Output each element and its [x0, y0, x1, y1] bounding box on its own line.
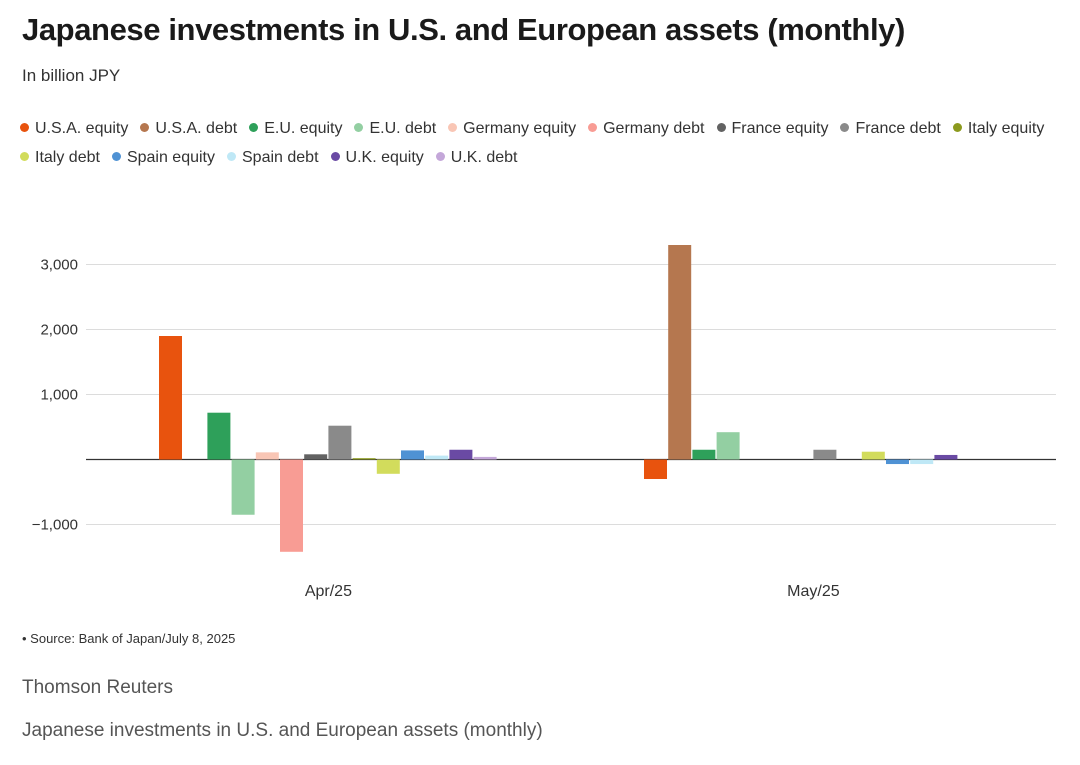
- bar-chart: −1,000 1,000 2,000 3,000 Apr/25 May/25: [32, 245, 1056, 600]
- legend-label: U.K. debt: [450, 149, 518, 166]
- legend-item: France equity: [716, 114, 829, 143]
- legend-swatch: [448, 123, 458, 132]
- legend-swatch: [140, 123, 150, 132]
- legend-item: Spain equity: [111, 143, 215, 172]
- legend-swatch: [111, 152, 121, 161]
- bar: [910, 459, 934, 465]
- bar: [352, 458, 376, 460]
- legend-swatch: [354, 123, 364, 132]
- legend-swatch: [716, 123, 726, 132]
- bar: [328, 425, 352, 460]
- legend-item: France debt: [840, 114, 941, 143]
- bar: [692, 449, 716, 460]
- bar: [304, 454, 328, 460]
- legend-swatch: [20, 123, 29, 132]
- bar: [886, 459, 909, 465]
- y-tick-label: 1,000: [40, 387, 78, 404]
- bar: [644, 459, 667, 479]
- legend-label: France equity: [731, 120, 829, 137]
- legend-item: U.K. debt: [435, 143, 518, 172]
- bar: [280, 459, 303, 552]
- legend-item: U.S.A. debt: [140, 114, 237, 143]
- bar: [668, 245, 692, 460]
- legend-swatch: [840, 123, 850, 132]
- x-category-label: May/25: [787, 583, 840, 600]
- legend-item: Italy debt: [20, 143, 100, 172]
- bar: [934, 454, 958, 460]
- y-tick-label: 2,000: [40, 322, 78, 339]
- credit-text: Thomson Reuters: [22, 677, 174, 698]
- legend-swatch: [588, 123, 598, 132]
- bar: [861, 451, 885, 460]
- legend-item: Germany equity: [448, 114, 576, 143]
- legend-label: Italy equity: [967, 120, 1045, 137]
- legend-swatch: [952, 123, 962, 132]
- legend-item: Italy equity: [952, 114, 1045, 143]
- legend-swatch: [20, 152, 29, 161]
- bar: [425, 455, 449, 460]
- y-tick-label: 3,000: [40, 257, 78, 274]
- legend-label: France debt: [855, 120, 941, 137]
- legend-label: E.U. equity: [264, 120, 343, 137]
- legend-label: U.S.A. equity: [35, 120, 129, 137]
- y-tick-label: −1,000: [32, 517, 78, 534]
- legend-item: U.K. equity: [330, 143, 424, 172]
- legend-label: Italy debt: [35, 149, 100, 166]
- legend-item: E.U. debt: [354, 114, 436, 143]
- bar: [255, 452, 279, 460]
- bar: [401, 450, 424, 460]
- legend-label: U.S.A. debt: [155, 120, 238, 137]
- legend-item: Germany debt: [588, 114, 705, 143]
- caption-text: Japanese investments in U.S. and Europea…: [22, 720, 543, 741]
- bar: [813, 449, 837, 460]
- legend-label: Germany equity: [463, 120, 577, 137]
- legend-label: U.K. equity: [345, 149, 424, 166]
- bar: [231, 459, 255, 515]
- legend-item: U.S.A. equity: [20, 114, 128, 143]
- source-note: • Source: Bank of Japan/July 8, 2025: [22, 631, 236, 646]
- bar: [159, 336, 182, 460]
- chart-legend: U.S.A. equity U.S.A. debt E.U. equity E.U. …: [20, 114, 1070, 172]
- chart-title: Japanese investments in U.S. and Europea…: [22, 12, 905, 47]
- bar: [376, 459, 400, 474]
- legend-label: E.U. debt: [369, 120, 437, 137]
- legend-swatch: [249, 123, 259, 132]
- legend-item: E.U. equity: [249, 114, 342, 143]
- legend-swatch: [330, 152, 340, 161]
- bar: [207, 412, 231, 460]
- bar: [473, 456, 497, 460]
- bar: [449, 449, 473, 460]
- chart-subtitle: In billion JPY: [22, 66, 121, 85]
- legend-swatch: [435, 152, 445, 161]
- legend-swatch: [227, 152, 236, 161]
- x-category-label: Apr/25: [305, 583, 352, 600]
- legend-label: Spain equity: [126, 149, 215, 166]
- legend-item: Spain debt: [227, 143, 319, 172]
- bar: [716, 432, 740, 460]
- legend-label: Spain debt: [242, 149, 319, 166]
- legend-label: Germany debt: [603, 120, 705, 137]
